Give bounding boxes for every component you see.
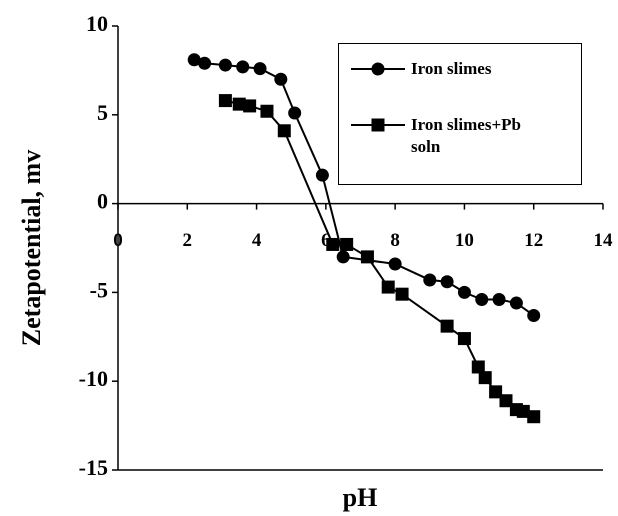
- x-tick-label: 8: [390, 230, 400, 251]
- data-point: [198, 56, 212, 70]
- data-point: [326, 237, 340, 251]
- x-tick-label: 2: [183, 230, 193, 251]
- data-point: [336, 250, 350, 264]
- y-tick-label: 5: [97, 100, 108, 125]
- y-tick-label: -10: [79, 366, 108, 391]
- x-tick-label: 4: [252, 230, 262, 251]
- legend-label: Iron slimes+Pb soln: [411, 115, 521, 156]
- data-point: [253, 62, 267, 76]
- data-point: [288, 106, 302, 120]
- data-point: [457, 285, 471, 299]
- data-point: [340, 237, 354, 251]
- legend-swatch: [351, 62, 405, 76]
- data-point: [388, 257, 402, 271]
- y-tick-label: 0: [97, 189, 108, 214]
- data-point: [260, 104, 274, 118]
- x-tick-label: 6: [321, 230, 331, 251]
- x-axis-title: pH: [343, 483, 378, 512]
- data-point: [489, 385, 503, 399]
- data-point: [423, 273, 437, 287]
- legend-swatch: [351, 118, 405, 132]
- legend-item: Iron slimes: [339, 58, 523, 80]
- legend-item: Iron slimes+Pb soln: [339, 114, 523, 158]
- data-point: [527, 308, 541, 322]
- legend-label: Iron slimes: [411, 59, 492, 78]
- data-point: [440, 319, 454, 333]
- data-point: [499, 394, 513, 408]
- y-axis-title: Zetapotential, mv: [17, 150, 46, 346]
- data-point: [516, 404, 530, 418]
- data-point: [218, 94, 232, 108]
- data-point: [232, 97, 246, 111]
- data-point: [475, 293, 489, 307]
- data-point: [187, 53, 201, 67]
- data-point: [492, 293, 506, 307]
- legend: Iron slimes Iron slimes+Pb soln: [338, 43, 582, 185]
- data-point: [478, 371, 492, 385]
- data-point: [277, 124, 291, 138]
- legend-marker: [371, 62, 385, 76]
- data-point: [395, 287, 409, 301]
- data-point: [457, 332, 471, 346]
- data-point: [527, 410, 541, 424]
- data-point: [315, 168, 329, 182]
- data-point: [509, 296, 523, 310]
- data-point: [218, 58, 232, 72]
- data-point: [440, 275, 454, 289]
- data-point: [381, 280, 395, 294]
- y-tick-label: -5: [90, 277, 108, 302]
- y-tick-label: -15: [79, 455, 108, 480]
- data-point: [236, 60, 250, 74]
- data-point: [274, 72, 288, 86]
- x-tick-label: 0: [113, 230, 123, 251]
- data-point: [243, 99, 257, 113]
- legend-marker: [371, 118, 385, 132]
- y-tick-label: 10: [86, 11, 108, 36]
- x-tick-label: 14: [594, 230, 614, 251]
- data-point: [360, 250, 374, 264]
- data-point: [471, 360, 485, 374]
- x-tick-label: 12: [524, 230, 543, 251]
- x-tick-label: 10: [455, 230, 474, 251]
